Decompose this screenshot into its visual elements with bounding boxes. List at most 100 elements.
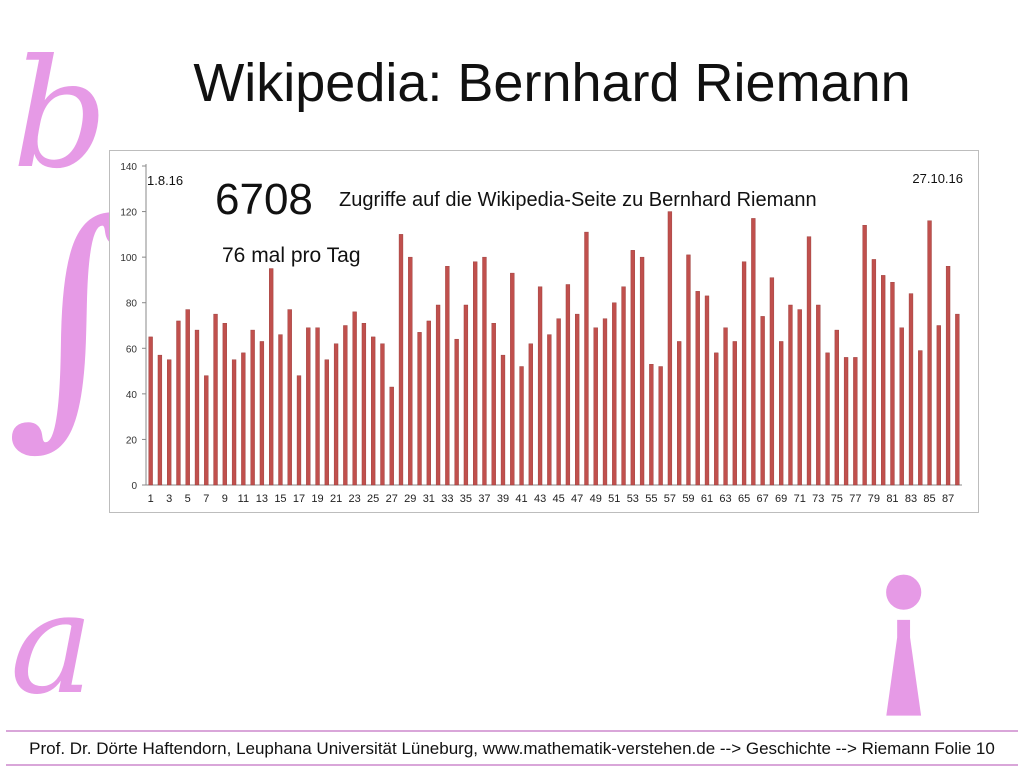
x-tick-label: 25 — [367, 493, 379, 505]
x-tick-label: 77 — [849, 493, 861, 505]
bar — [204, 375, 209, 486]
x-tick-label: 87 — [942, 493, 954, 505]
x-tick-label: 13 — [256, 493, 268, 505]
bar — [955, 313, 960, 486]
bar — [704, 295, 710, 486]
bar — [510, 272, 515, 486]
bar — [454, 338, 459, 486]
bar — [269, 268, 274, 486]
bar — [556, 318, 561, 486]
y-tick-label: 20 — [126, 435, 138, 446]
y-tick-label: 100 — [120, 253, 137, 264]
bar — [435, 304, 441, 486]
end-date-label: 27.10.16 — [912, 171, 963, 186]
x-tick-label: 71 — [794, 493, 806, 505]
bar — [918, 350, 923, 486]
x-tick-label: 63 — [719, 493, 731, 505]
footer-credit: Prof. Dr. Dörte Haftendorn, Leuphana Uni… — [29, 739, 995, 758]
y-tick-label: 60 — [126, 344, 138, 355]
bar — [575, 313, 580, 486]
bar — [741, 261, 747, 486]
bar — [584, 231, 589, 486]
footer-divider-bottom — [6, 764, 1018, 766]
bar — [732, 341, 737, 486]
bar — [176, 320, 181, 486]
decorative-letter-b: b — [12, 28, 109, 202]
x-tick-label: 27 — [386, 493, 398, 505]
x-tick-label: 45 — [553, 493, 565, 505]
bar — [769, 277, 775, 486]
bar — [899, 327, 904, 486]
x-tick-label: 3 — [166, 493, 172, 505]
y-tick-label: 80 — [126, 299, 138, 310]
bar — [825, 352, 830, 486]
bar — [751, 218, 756, 486]
bar — [714, 352, 719, 486]
bar — [408, 256, 413, 486]
x-tick-label: 29 — [404, 493, 416, 505]
x-tick-label: 51 — [608, 493, 620, 505]
bar — [862, 225, 867, 486]
bar — [908, 293, 914, 486]
bar — [593, 327, 598, 486]
x-tick-label: 33 — [441, 493, 453, 505]
x-tick-label: 11 — [238, 493, 249, 505]
bar — [927, 220, 932, 486]
bar — [361, 323, 367, 486]
x-tick-label: 43 — [534, 493, 546, 505]
bar — [315, 327, 320, 486]
bar — [658, 366, 663, 486]
bar — [621, 286, 626, 486]
x-tick-label: 67 — [757, 493, 769, 505]
bar — [445, 266, 450, 486]
bar — [157, 354, 163, 486]
bar — [148, 336, 153, 486]
bar — [695, 291, 700, 486]
x-tick-label: 5 — [185, 493, 191, 505]
footer-divider-top — [6, 730, 1018, 732]
x-tick-label: 57 — [664, 493, 676, 505]
bar — [213, 313, 218, 486]
bar — [333, 343, 339, 486]
bar — [788, 304, 793, 486]
x-tick-label: 15 — [274, 493, 286, 505]
bar — [500, 354, 506, 486]
bar — [278, 334, 283, 486]
x-tick-label: 1 — [148, 493, 154, 505]
x-tick-label: 23 — [349, 493, 361, 505]
bar — [380, 343, 385, 486]
x-tick-label: 21 — [330, 493, 342, 505]
bar — [306, 327, 311, 486]
x-tick-label: 31 — [423, 493, 435, 505]
bar — [259, 341, 265, 486]
x-tick-label: 53 — [627, 493, 639, 505]
bar — [537, 286, 543, 486]
bar — [843, 357, 849, 486]
bar — [834, 329, 839, 486]
x-tick-label: 7 — [203, 493, 209, 505]
x-tick-label: 39 — [497, 493, 509, 505]
x-tick-label: 85 — [923, 493, 935, 505]
x-tick-label: 73 — [812, 493, 824, 505]
bar — [222, 323, 227, 486]
y-tick-label: 0 — [131, 481, 137, 492]
per-day-label: 76 mal pro Tag — [222, 244, 361, 267]
bar — [389, 386, 394, 486]
y-tick-label: 120 — [120, 208, 137, 219]
bar — [871, 259, 877, 486]
x-tick-label: 65 — [738, 493, 750, 505]
x-tick-label: 69 — [775, 493, 787, 505]
x-tick-label: 49 — [590, 493, 602, 505]
bar — [936, 325, 941, 486]
bar — [352, 311, 357, 486]
decorative-inverted-exclamation: ¡ — [862, 503, 946, 726]
bar — [806, 236, 812, 486]
bar — [547, 334, 552, 486]
bar — [426, 320, 431, 486]
bar — [816, 304, 821, 486]
decorative-letter-a: a — [10, 563, 94, 726]
x-tick-label: 59 — [682, 493, 694, 505]
bar — [250, 329, 255, 486]
bar — [881, 275, 886, 486]
